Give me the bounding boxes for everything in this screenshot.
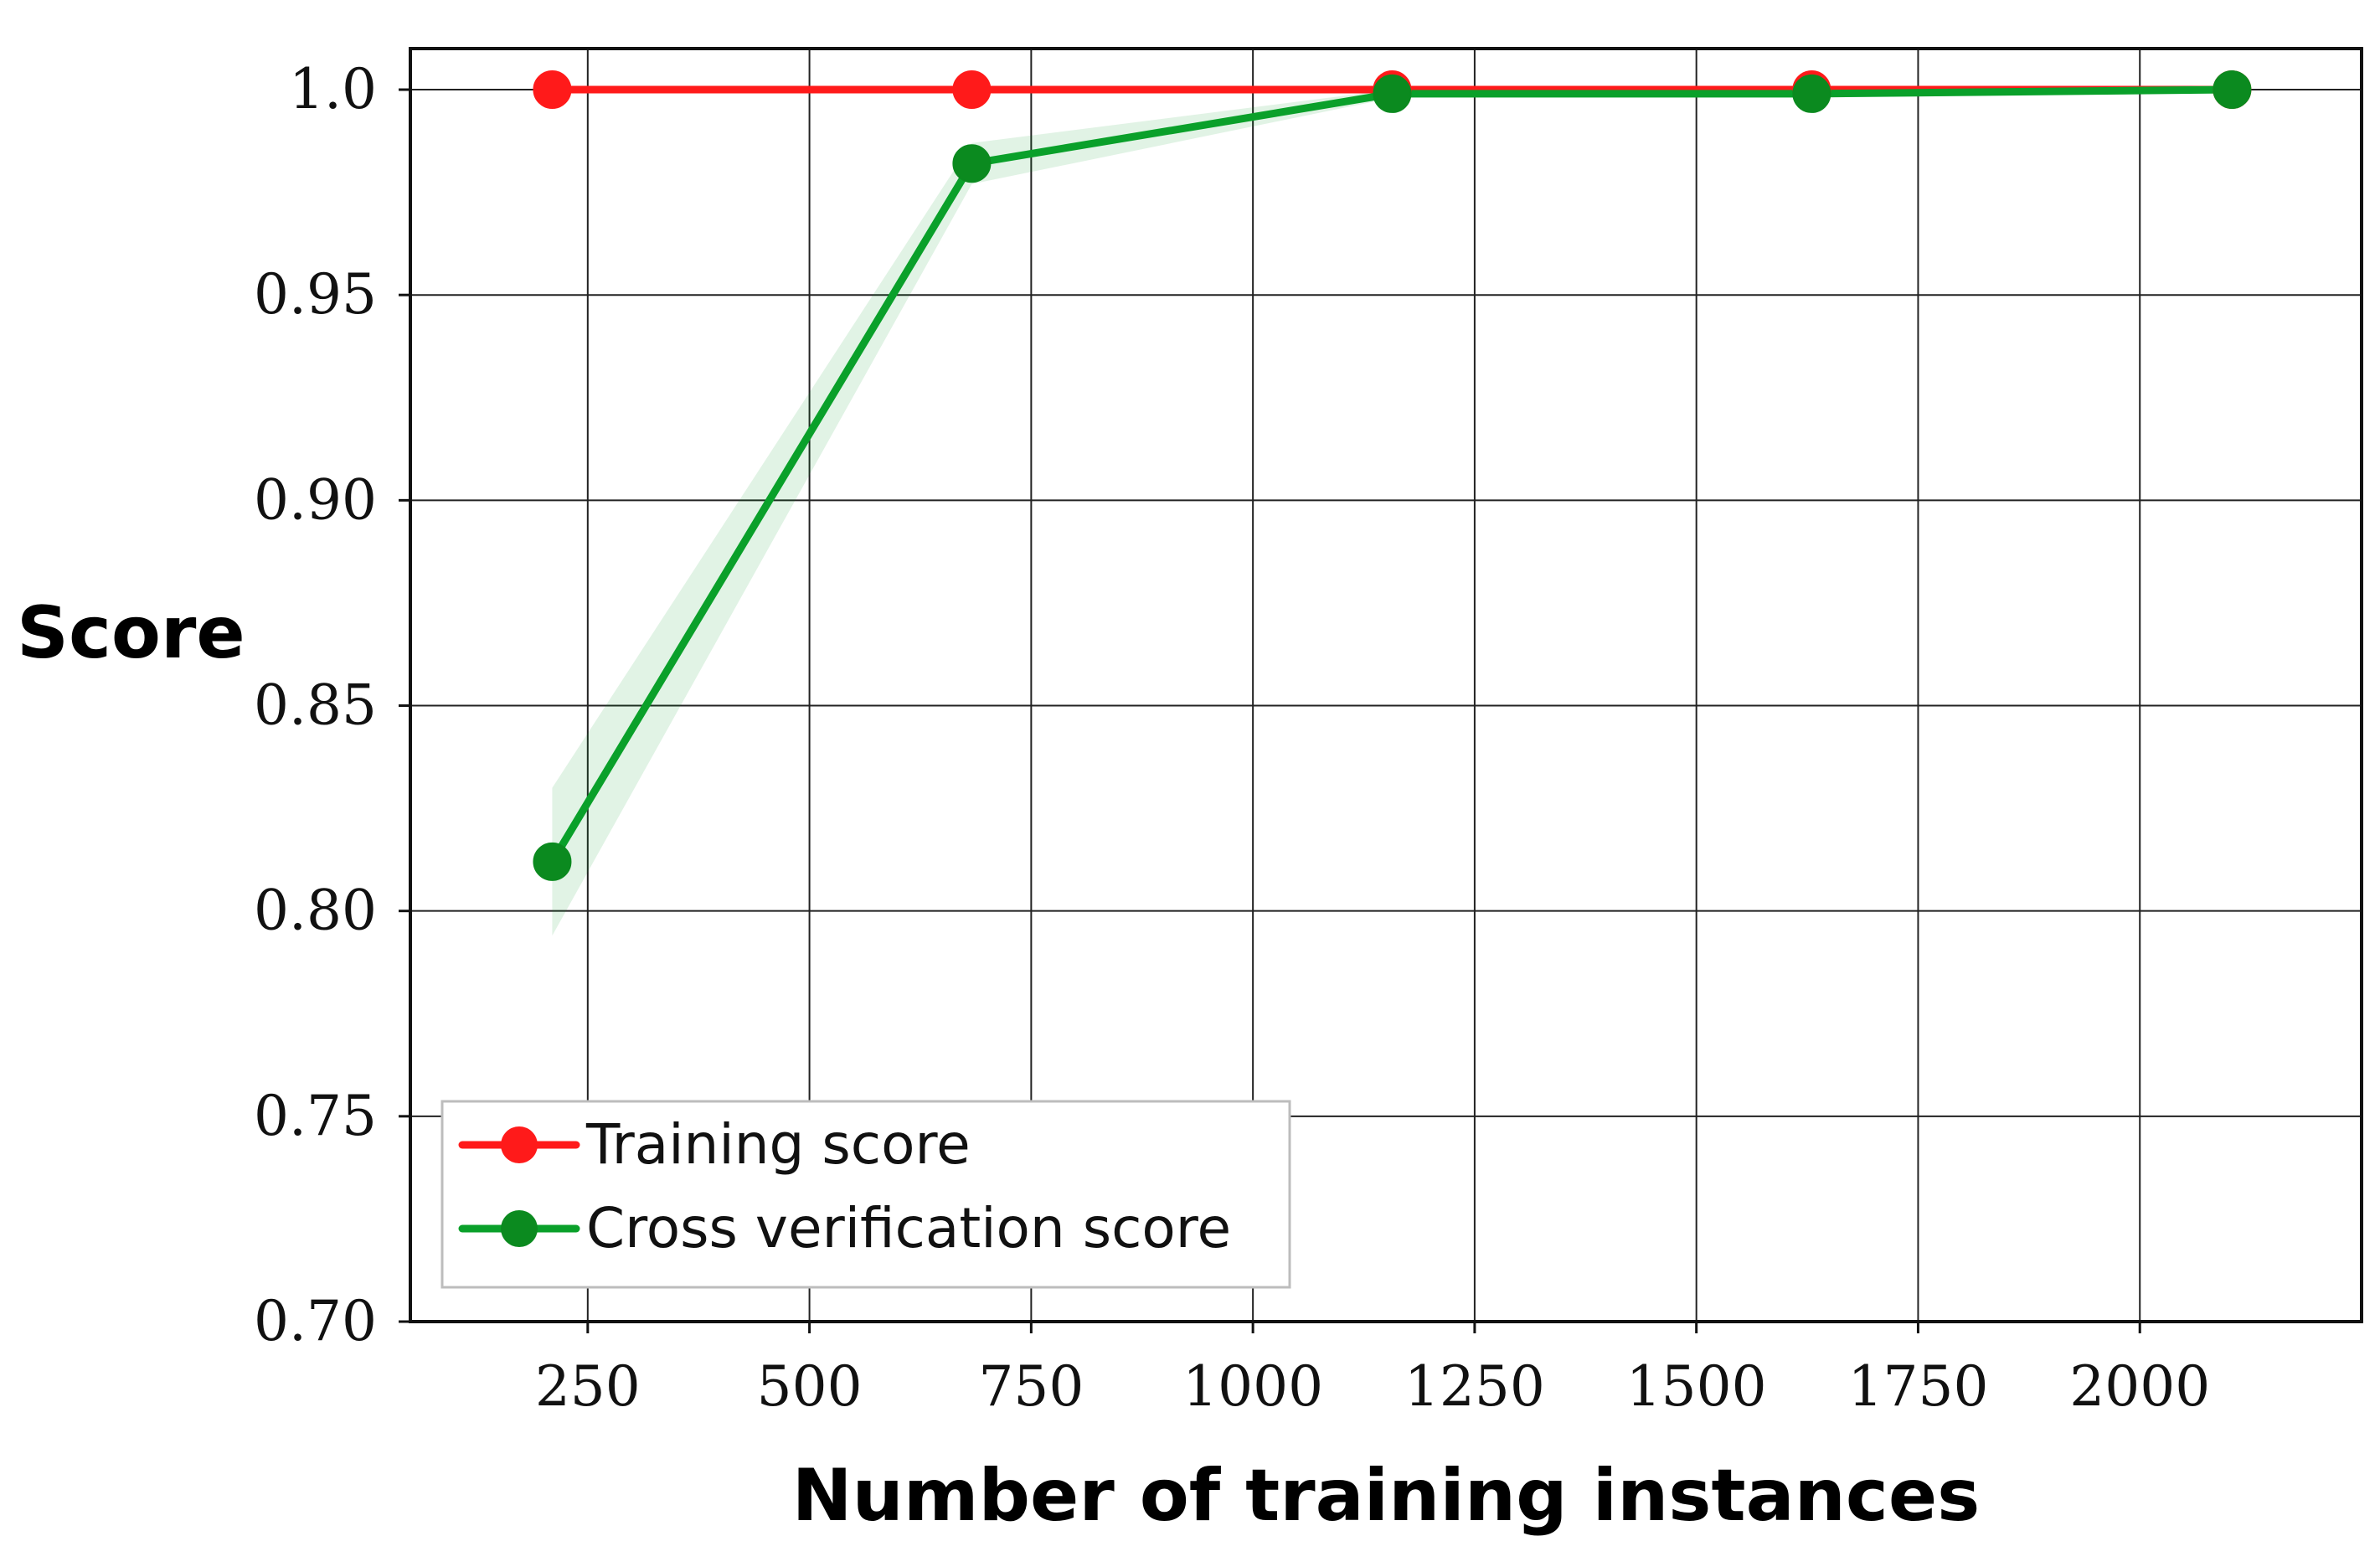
legend-marker xyxy=(501,1210,538,1247)
y-tick-label: 0.90 xyxy=(254,467,377,532)
cross-verification-point xyxy=(2213,70,2252,110)
x-tick-label: 1000 xyxy=(1182,1354,1323,1419)
y-axis-title: Score xyxy=(17,591,245,675)
y-tick-label: 0.70 xyxy=(254,1289,377,1353)
training-score-point xyxy=(952,70,992,110)
y-tick-label: 0.95 xyxy=(254,262,377,327)
x-tick-label: 750 xyxy=(978,1354,1084,1419)
cross-verification-point xyxy=(1373,74,1412,113)
legend-label: Cross verification score xyxy=(586,1196,1231,1260)
x-tick-label: 1500 xyxy=(1626,1354,1767,1419)
x-tick-label: 1750 xyxy=(1847,1354,1988,1419)
y-tick-label: 0.85 xyxy=(254,673,377,738)
x-tick-label: 500 xyxy=(757,1354,863,1419)
y-tick-label: 0.80 xyxy=(254,879,377,943)
x-tick-label: 1250 xyxy=(1404,1354,1545,1419)
cross-verification-point xyxy=(1792,74,1831,113)
x-tick-label: 2000 xyxy=(2069,1354,2210,1419)
cross-verification-point xyxy=(533,842,572,881)
x-tick-label: 250 xyxy=(535,1354,641,1419)
y-tick-label: 0.75 xyxy=(254,1084,377,1148)
legend-box xyxy=(440,1100,1291,1289)
legend: Training score Cross verification score xyxy=(440,1100,1291,1289)
cross-verification-point xyxy=(952,144,992,183)
series-markers xyxy=(533,70,2252,881)
y-tick-label: 1.0 xyxy=(289,57,377,121)
y-tick-labels: 0.70 0.75 0.80 0.85 0.90 0.95 1.0 xyxy=(254,57,410,1353)
training-score-point xyxy=(533,70,572,110)
legend-marker xyxy=(501,1126,538,1163)
x-axis-title: Number of training instances xyxy=(792,1454,1981,1538)
plot-frame xyxy=(409,47,2363,1323)
legend-label: Training score xyxy=(585,1112,971,1177)
legend-items: Training score Cross verification score xyxy=(458,1112,1231,1260)
x-tick-labels: 250 500 750 1000 1250 1500 1750 2000 xyxy=(535,1322,2210,1419)
